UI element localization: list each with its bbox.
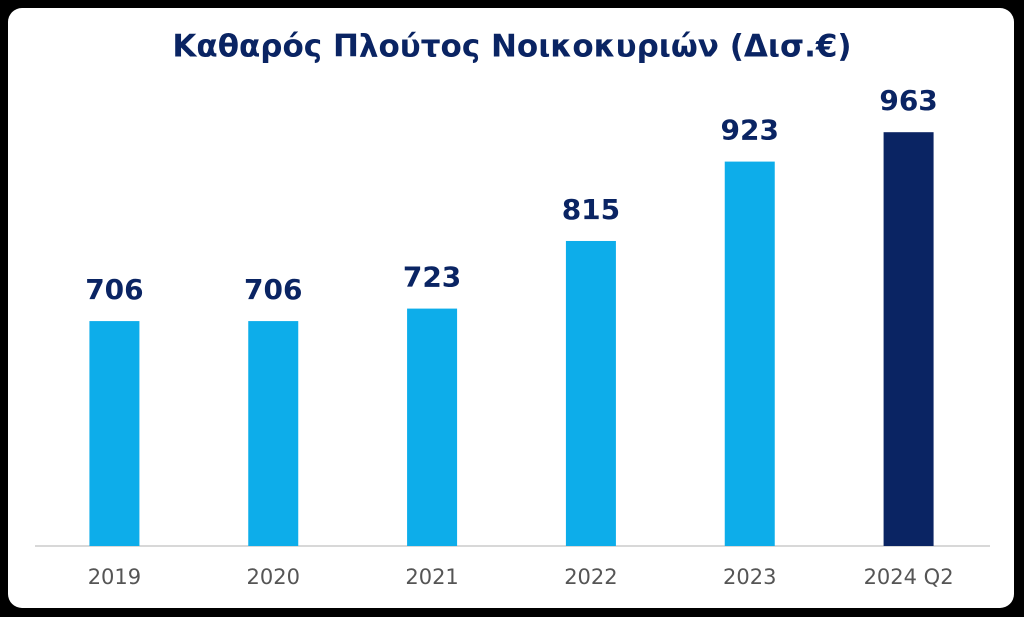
x-tick-label: 2020 xyxy=(247,565,300,589)
x-tick-label: 2019 xyxy=(88,565,141,589)
panel xyxy=(8,8,1014,608)
bar xyxy=(565,240,616,546)
bar xyxy=(248,321,299,546)
value-label: 815 xyxy=(562,193,620,226)
bar xyxy=(89,321,140,546)
value-label: 963 xyxy=(879,84,937,117)
value-label: 923 xyxy=(721,114,779,147)
x-tick-label: 2024 Q2 xyxy=(864,565,954,589)
value-label: 706 xyxy=(85,273,143,306)
x-tick-label: 2023 xyxy=(723,565,776,589)
bar xyxy=(724,161,775,546)
bar xyxy=(883,132,934,546)
chart-title: Καθαρός Πλούτος Νοικοκυριών (Δισ.€) xyxy=(172,29,851,65)
bar xyxy=(407,308,458,546)
value-label: 723 xyxy=(403,261,461,294)
x-tick-label: 2022 xyxy=(564,565,617,589)
value-label: 706 xyxy=(244,273,302,306)
x-tick-label: 2021 xyxy=(405,565,458,589)
